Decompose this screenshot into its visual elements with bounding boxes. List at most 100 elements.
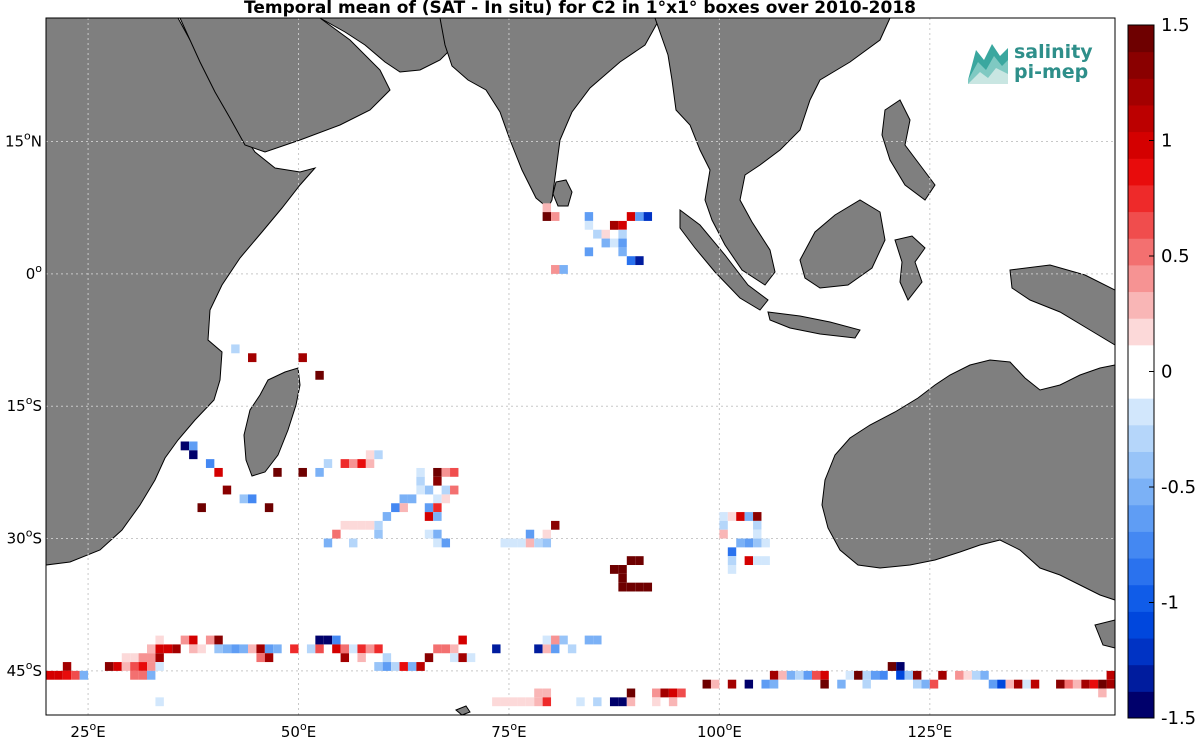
colorbar-segment — [1128, 158, 1154, 186]
data-cell — [626, 556, 636, 566]
data-cell — [904, 670, 913, 680]
colorbar-segment — [1128, 104, 1154, 133]
data-cell — [222, 485, 232, 495]
land-philippines — [881, 99, 936, 201]
data-cell — [559, 265, 568, 274]
data-cell — [315, 635, 324, 645]
data-cell — [660, 688, 669, 698]
land-australia — [821, 359, 1116, 601]
data-cell — [433, 644, 442, 654]
colorbar-segment — [1128, 291, 1154, 319]
data-cell — [315, 644, 324, 654]
data-cell — [399, 503, 408, 513]
data-cell — [332, 529, 341, 539]
data-cell — [517, 697, 526, 707]
data-cell — [365, 459, 375, 468]
data-cell — [54, 670, 63, 680]
data-cell — [618, 238, 627, 248]
data-cell — [677, 688, 686, 698]
data-cell — [837, 679, 846, 689]
data-cell — [744, 556, 754, 566]
land-kerguelen — [455, 705, 471, 716]
data-cell — [138, 653, 148, 663]
data-cell — [542, 688, 552, 698]
data-cell — [955, 670, 964, 680]
data-cell — [500, 697, 509, 707]
data-cell — [71, 670, 80, 680]
data-cell — [500, 538, 509, 548]
data-cell — [862, 679, 871, 689]
data-cell — [62, 662, 72, 671]
data-cell — [988, 679, 998, 689]
data-cell — [643, 582, 653, 592]
data-cell — [870, 670, 880, 680]
data-cell — [138, 662, 148, 671]
data-cell — [433, 538, 442, 548]
data-cell — [593, 229, 602, 239]
data-cell — [416, 485, 425, 495]
data-cell — [534, 644, 543, 654]
data-cell — [1106, 679, 1115, 689]
data-cell — [433, 494, 442, 504]
data-cell — [551, 212, 560, 221]
data-cell — [172, 644, 181, 654]
data-cell — [433, 547, 442, 557]
map-area — [45, 17, 1116, 716]
data-cell — [433, 503, 442, 513]
data-cell — [593, 635, 602, 645]
colorbar-segment — [1128, 318, 1154, 346]
data-cell — [643, 212, 653, 221]
data-cell — [542, 529, 552, 539]
data-cell — [399, 459, 408, 468]
data-cell — [399, 662, 408, 671]
colorbar-tick-label: 1.5 — [1161, 15, 1190, 36]
data-cell — [130, 670, 139, 680]
data-cell — [222, 644, 232, 654]
data-cell — [466, 653, 476, 663]
data-cell — [769, 679, 779, 689]
data-cell — [407, 494, 417, 504]
data-cell — [374, 662, 383, 671]
data-cell — [609, 238, 619, 248]
data-cell — [189, 450, 198, 460]
data-cell — [618, 697, 627, 707]
colorbar: 1.5 1 0.5 0 -0.5 -1 -1.5 — [1127, 15, 1196, 729]
data-cell — [323, 459, 333, 468]
data-cell — [845, 670, 855, 680]
data-cell — [727, 679, 737, 689]
data-cell — [349, 644, 358, 654]
data-cell — [668, 697, 678, 707]
data-cell — [382, 662, 392, 671]
data-cell — [424, 485, 434, 495]
data-cell — [626, 582, 636, 592]
data-cell — [517, 538, 526, 548]
data-cell — [197, 644, 206, 654]
data-cell — [753, 520, 762, 530]
latitude-labels: 15oN 0o 15oS 30oS 45oS — [5, 130, 42, 680]
data-cell — [963, 670, 972, 680]
latitude-tick-label: 45oS — [7, 659, 42, 680]
data-cell — [492, 644, 501, 654]
data-cell — [340, 520, 350, 530]
data-cell — [433, 476, 442, 486]
colorbar-segment — [1128, 184, 1154, 213]
longitude-tick-label: 100oE — [697, 720, 742, 740]
data-cell — [357, 459, 366, 468]
data-cell — [971, 670, 981, 680]
data-cell — [391, 662, 400, 671]
data-cell — [652, 697, 661, 707]
data-cell — [576, 697, 585, 707]
data-cell — [323, 635, 333, 645]
logo-word-salinity: salinity — [1014, 41, 1093, 63]
data-cell — [727, 512, 737, 521]
data-cell — [811, 670, 821, 680]
data-cell — [298, 353, 307, 363]
data-cell — [753, 538, 762, 548]
data-cell — [332, 635, 341, 645]
data-cell — [121, 662, 131, 671]
data-cell — [753, 556, 762, 566]
data-cell — [248, 494, 257, 504]
data-cell — [130, 653, 139, 663]
data-cell — [416, 476, 425, 486]
data-cell — [147, 653, 156, 663]
